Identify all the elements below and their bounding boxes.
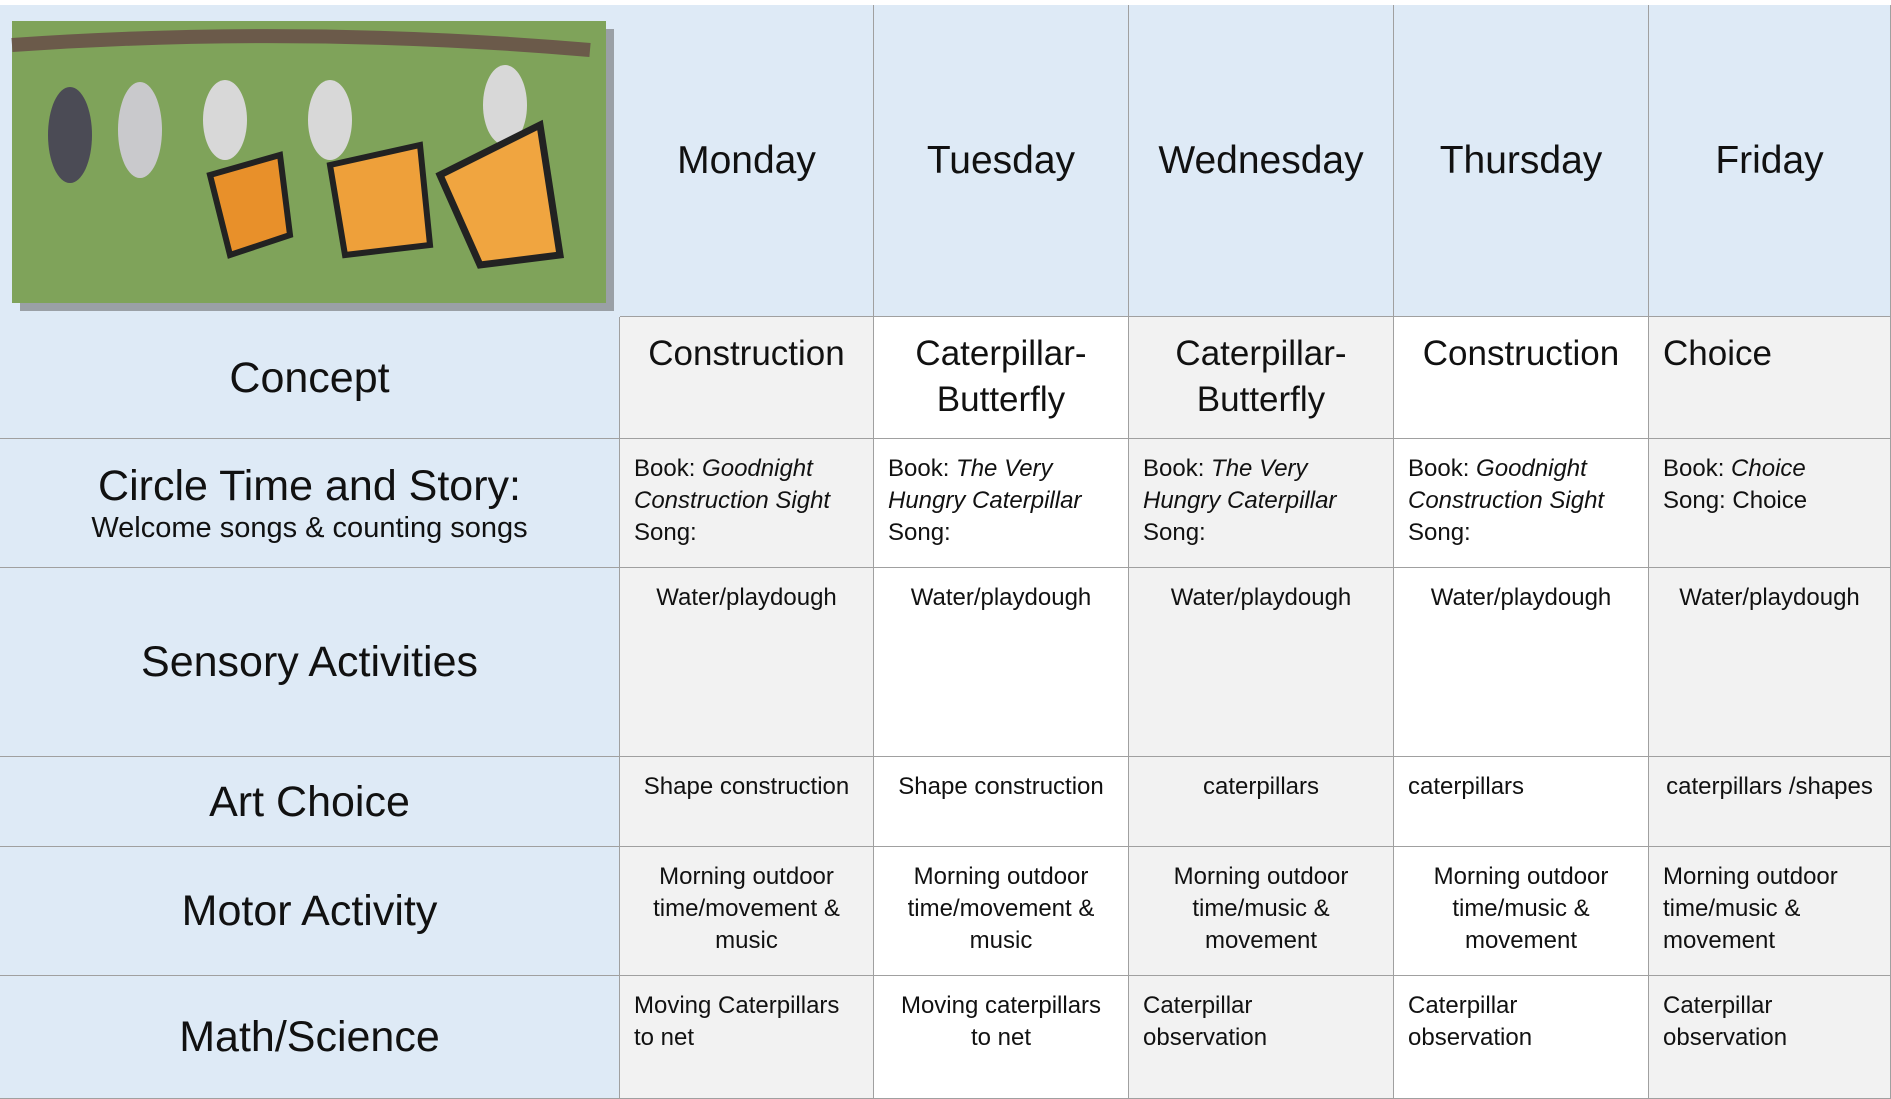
cell-text: Construction [1422,334,1620,373]
schedule-cell: Morning outdoor time/music & movement [1129,847,1394,976]
row-title: Motor Activity [181,887,438,935]
schedule-cell: Morning outdoor time/movement & music [620,847,874,976]
cell-text: Morning outdoor time/music & movement [1663,863,1838,954]
cell-text: Moving caterpillars to net [900,992,1102,1051]
schedule-cell: Moving Caterpillars to net [620,976,874,1099]
schedule-cell: Book: Choice Song: Choice [1649,439,1891,568]
cell-text: caterpillars /shapes [1666,773,1873,800]
cell-text: Caterpillar observation [1408,992,1533,1051]
schedule-cell: Construction [1394,317,1649,439]
cell-text: Construction [648,334,845,373]
day-header: Wednesday [1129,5,1394,317]
schedule-cell: Caterpillar-Butterfly [1129,317,1394,439]
row-title: Circle Time and Story: [98,462,521,510]
song-title: Choice [1732,487,1808,514]
cell-text: Morning outdoor time/movement & music [653,863,840,954]
day-name: Wednesday [1158,138,1364,182]
row-title: Sensory Activities [141,638,478,686]
schedule-cell: Morning outdoor time/music & movement [1394,847,1649,976]
schedule-cell: Moving caterpillars to net [874,976,1129,1099]
cell-text: Water/playdough [910,584,1092,611]
schedule-cell: Water/playdough [1394,568,1649,757]
cell-text: Morning outdoor time/music & movement [1433,863,1609,954]
schedule-cell: Book: The Very Hungry Caterpillar Song: [1129,439,1394,568]
row-label: Sensory Activities [0,568,620,757]
schedule-cell: Caterpillar observation [1394,976,1649,1099]
book-title: Choice [1731,455,1806,482]
schedule-cell: Water/playdough [1129,568,1394,757]
schedule-cell: Caterpillar-Butterfly [874,317,1129,439]
day-name: Tuesday [926,138,1076,182]
song-label: Song: [1663,487,1726,514]
cell-text: Moving Caterpillars to net [634,992,840,1051]
row-title: Math/Science [179,1013,440,1061]
day-name: Monday [677,138,816,182]
schedule-cell: caterpillars [1394,757,1649,847]
schedule-cell: Construction [620,317,874,439]
butterfly-photo [0,5,620,317]
row-label: Motor Activity [0,847,620,976]
row-label: Art Choice [0,757,620,847]
schedule-cell: Morning outdoor time/music & movement [1649,847,1891,976]
row-title: Concept [229,353,390,402]
schedule-cell: caterpillars [1129,757,1394,847]
cell-text: caterpillars [1408,773,1525,800]
cell-text: caterpillars [1202,773,1320,800]
row-label: Concept [0,317,620,439]
song-label: Song: [634,519,697,546]
schedule-cell: Caterpillar observation [1649,976,1891,1099]
schedule-cell: Book: Goodnight Construction Sight Song: [620,439,874,568]
schedule-cell: Shape construction [874,757,1129,847]
schedule-cell: Water/playdough [1649,568,1891,757]
schedule-cell: Book: The Very Hungry Caterpillar Song: [874,439,1129,568]
day-header: Thursday [1394,5,1649,317]
cell-text: Water/playdough [1170,584,1352,611]
schedule-cell: Morning outdoor time/movement & music [874,847,1129,976]
schedule-cell: Water/playdough [874,568,1129,757]
cell-text: Caterpillar-Butterfly [1175,334,1347,419]
book-label: Book: [1408,455,1470,482]
schedule-cell: Choice [1649,317,1891,439]
cell-text: Shape construction [643,773,850,800]
book-label: Book: [634,455,696,482]
day-header: Friday [1649,5,1891,317]
book-label: Book: [888,455,950,482]
cell-text: Water/playdough [1679,584,1860,611]
row-subtitle: Welcome songs & counting songs [91,512,528,544]
book-title: The Very Hungry Caterpillar [1143,455,1337,514]
cell-text: Water/playdough [656,584,837,611]
schedule-cell: Water/playdough [620,568,874,757]
day-header: Monday [620,5,874,317]
cell-text: Morning outdoor time/movement & music [907,863,1095,954]
cell-text: Water/playdough [1430,584,1612,611]
cell-text: Caterpillar observation [1143,992,1268,1051]
book-title: Goodnight Construction Sight [634,455,831,514]
book-label: Book: [1143,455,1205,482]
schedule-cell: Shape construction [620,757,874,847]
day-header: Tuesday [874,5,1129,317]
book-title: The Very Hungry Caterpillar [888,455,1082,514]
row-title: Art Choice [209,777,410,826]
cell-text: Caterpillar-Butterfly [915,334,1087,419]
song-label: Song: [1408,519,1471,546]
book-label: Book: [1663,455,1725,482]
book-title: Goodnight Construction Sight [1408,455,1605,514]
cell-text: Caterpillar observation [1663,992,1788,1051]
schedule-cell: Caterpillar observation [1129,976,1394,1099]
song-label: Song: [1143,519,1206,546]
cell-text: Shape construction [898,773,1104,800]
row-label: Circle Time and Story: Welcome songs & co… [0,439,620,568]
day-name: Friday [1715,138,1824,182]
cell-text: Morning outdoor time/music & movement [1173,863,1349,954]
cell-text: Choice [1663,334,1772,373]
schedule-cell: Book: Goodnight Construction Sight Song: [1394,439,1649,568]
schedule-cell: caterpillars /shapes [1649,757,1891,847]
song-label: Song: [888,519,951,546]
day-name: Thursday [1439,138,1603,182]
row-label: Math/Science [0,976,620,1099]
